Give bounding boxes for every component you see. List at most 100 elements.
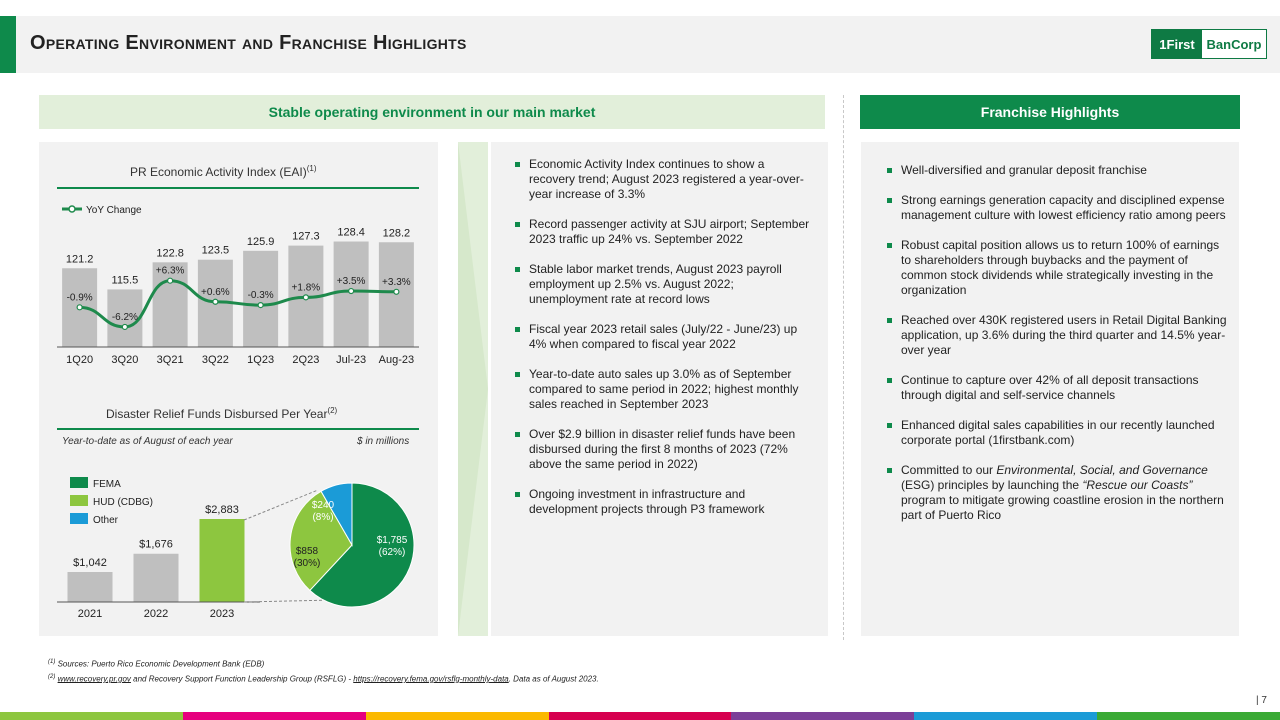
relief-x-tick-label: 2022 xyxy=(144,608,168,620)
page-title: Operating Environment and Franchise High… xyxy=(30,32,467,54)
strip-segment xyxy=(1097,712,1280,720)
relief-x-tick-label: 2023 xyxy=(210,608,234,620)
eai-yoy-label: -6.2% xyxy=(112,312,138,323)
pie-slice xyxy=(309,482,415,608)
footnotes: (1) Sources: Puerto Rico Economic Develo… xyxy=(48,656,599,685)
section-header-right: Franchise Highlights xyxy=(860,95,1240,129)
relief-subtitle-left: Year-to-date as of August of each year xyxy=(62,436,233,447)
strip-segment xyxy=(731,712,915,720)
eai-legend: YoY Change xyxy=(62,205,142,216)
eai-yoy-label: +6.3% xyxy=(156,266,185,277)
eai-yoy-label: -0.9% xyxy=(67,292,93,303)
market-bullet: Economic Activity Index continues to sho… xyxy=(513,157,813,202)
pie-slice-value: $858 xyxy=(296,546,319,557)
relief-x-tick-label: 2021 xyxy=(78,608,102,620)
relief-bar xyxy=(67,572,113,602)
relief-legend-swatch xyxy=(70,477,88,488)
franchise-bullet-list: Well-diversified and granular deposit fr… xyxy=(885,163,1230,538)
eai-yoy-point xyxy=(348,287,355,295)
arrow-tip xyxy=(458,142,488,636)
recovery-pr-link[interactable]: www.recovery.pr.gov xyxy=(57,674,131,684)
market-bullet: Ongoing investment in infrastructure and… xyxy=(513,487,813,517)
eai-legend-marker xyxy=(68,205,76,213)
eai-bar xyxy=(152,262,188,347)
pie-slice-percent: (62%) xyxy=(379,547,406,558)
pie-slice-percent: (8%) xyxy=(312,512,333,523)
eai-yoy-point xyxy=(121,323,128,331)
relief-bar-label: $1,676 xyxy=(139,539,173,551)
eai-chart-title: PR Economic Activity Index (EAI)(1) xyxy=(130,164,317,179)
page-number: | 7 xyxy=(1256,695,1267,706)
market-bullet: Record passenger activity at SJU airport… xyxy=(513,217,813,247)
eai-x-tick-label: 3Q22 xyxy=(202,354,229,366)
eai-bar-label: 123.5 xyxy=(202,245,230,257)
relief-chart-title: Disaster Relief Funds Disbursed Per Year… xyxy=(106,406,338,421)
market-bullet: Over $2.9 billion in disaster relief fun… xyxy=(513,427,813,472)
relief-bar-label: $2,883 xyxy=(205,504,239,516)
relief-legend-label: HUD (CDBG) xyxy=(93,497,153,508)
eai-x-tick-label: 3Q20 xyxy=(111,354,138,366)
eai-bar-label: 127.3 xyxy=(292,231,320,243)
eai-bar-label: 125.9 xyxy=(247,236,275,248)
market-bullet: Fiscal year 2023 retail sales (July/22 -… xyxy=(513,322,813,352)
relief-subtitle-right: $ in millions xyxy=(357,436,410,447)
header-accent xyxy=(0,16,16,73)
vertical-divider xyxy=(843,95,844,640)
eai-x-tick-label: 1Q23 xyxy=(247,354,274,366)
pie-slice-value: $1,785 xyxy=(377,535,408,546)
firstbancorp-logo: 1First BanCorp xyxy=(1151,29,1267,59)
eai-bar-label: 121.2 xyxy=(66,253,94,265)
market-bullets-panel xyxy=(491,142,828,636)
relief-legend-swatch xyxy=(70,495,88,506)
eai-x-tick-label: 3Q21 xyxy=(157,354,184,366)
franchise-bullet: Reached over 430K registered users in Re… xyxy=(885,313,1230,358)
strip-segment xyxy=(914,712,1098,720)
relief-bar-label: $1,042 xyxy=(73,557,107,569)
relief-bar xyxy=(133,553,179,602)
eai-yoy-label: +3.5% xyxy=(337,276,366,287)
footnote-2: (2) www.recovery.pr.gov and Recovery Sup… xyxy=(48,673,599,684)
eai-yoy-label: +3.3% xyxy=(382,277,411,288)
fema-rsflg-link[interactable]: https://recovery.fema.gov/rsflg-monthly-… xyxy=(353,674,509,684)
market-bullet: Stable labor market trends, August 2023 … xyxy=(513,262,813,307)
eai-yoy-point xyxy=(212,298,219,305)
franchise-bullet: Robust capital position allows us to ret… xyxy=(885,238,1230,298)
eai-bar-label: 115.5 xyxy=(112,274,139,286)
strip-segment xyxy=(182,712,366,720)
eai-yoy-point xyxy=(167,277,174,284)
strip-segment xyxy=(548,712,732,720)
franchise-bullet: Strong earnings generation capacity and … xyxy=(885,193,1230,223)
market-bullet-list: Economic Activity Index continues to sho… xyxy=(513,157,813,532)
eai-yoy-point xyxy=(302,294,309,301)
strip-segment xyxy=(0,712,183,720)
strip-segment xyxy=(365,712,549,720)
eai-yoy-label: -0.3% xyxy=(248,290,274,301)
logo-right: BanCorp xyxy=(1206,36,1262,52)
eai-bar-label: 128.2 xyxy=(383,227,411,239)
eai-yoy-label: +1.8% xyxy=(292,282,321,293)
relief-title-rule xyxy=(57,428,419,430)
header-bar xyxy=(0,16,1280,73)
relief-bar xyxy=(199,519,245,602)
pie-slice xyxy=(320,482,353,547)
franchise-bullet: Committed to our Environmental, Social, … xyxy=(885,463,1230,523)
eai-x-tick-label: Jul-23 xyxy=(336,354,366,366)
eai-yoy-point xyxy=(257,302,264,309)
pie-connector-bottom xyxy=(243,599,335,603)
eai-bar-label: 128.4 xyxy=(337,227,365,239)
eai-bar-label: 122.8 xyxy=(156,247,184,259)
pie-slice-percent: (30%) xyxy=(294,558,321,569)
footnote-1: (1) Sources: Puerto Rico Economic Develo… xyxy=(48,659,265,669)
eai-title-rule xyxy=(57,187,419,189)
franchise-bullet: Continue to capture over 42% of all depo… xyxy=(885,373,1230,403)
eai-legend-label: YoY Change xyxy=(86,205,142,216)
eai-x-tick-label: 1Q20 xyxy=(66,354,93,366)
bottom-color-strip xyxy=(0,712,1280,720)
logo-left: 1First xyxy=(1152,30,1202,58)
pie-slice xyxy=(289,490,353,592)
market-bullet: Year-to-date auto sales up 3.0% as of Se… xyxy=(513,367,813,412)
franchise-bullet: Well-diversified and granular deposit fr… xyxy=(885,163,1230,178)
